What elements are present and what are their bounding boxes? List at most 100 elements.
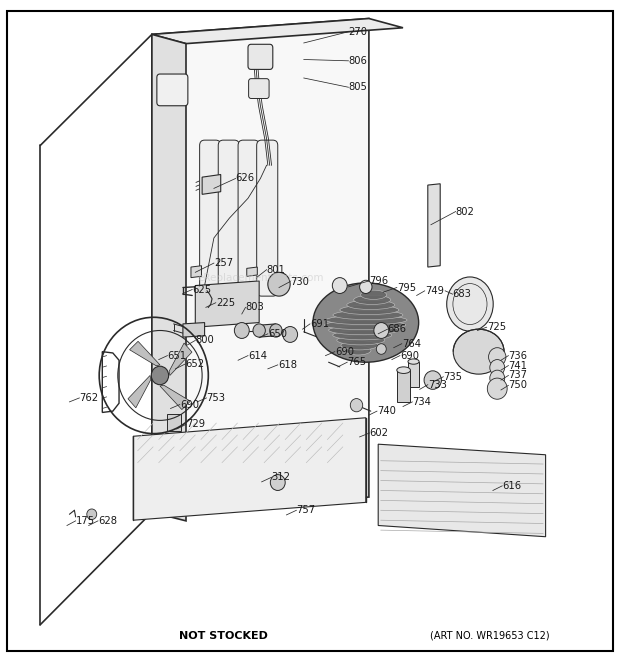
Text: 757: 757 [296,505,316,516]
Text: 225: 225 [216,297,235,308]
Text: 750: 750 [508,380,528,391]
Ellipse shape [397,367,410,373]
Circle shape [253,324,265,337]
Text: 725: 725 [487,322,506,332]
Text: 736: 736 [508,350,528,361]
Polygon shape [247,267,257,276]
Circle shape [489,348,506,366]
FancyBboxPatch shape [248,44,273,69]
Ellipse shape [341,340,378,350]
Ellipse shape [354,295,391,305]
Text: 800: 800 [195,335,214,346]
Text: 741: 741 [508,360,528,371]
Polygon shape [259,324,276,337]
Text: 270: 270 [348,26,368,37]
FancyBboxPatch shape [249,79,269,98]
Ellipse shape [326,315,407,325]
Polygon shape [133,418,366,520]
Polygon shape [152,34,186,521]
Text: 683: 683 [453,289,471,299]
Polygon shape [152,19,403,44]
Ellipse shape [333,311,403,320]
Circle shape [332,278,347,293]
Bar [408,362,419,387]
Text: 735: 735 [443,371,463,382]
Text: 626: 626 [236,173,255,184]
FancyBboxPatch shape [200,140,221,296]
Circle shape [87,509,97,520]
Ellipse shape [333,330,392,340]
Text: 765: 765 [347,357,366,368]
Circle shape [490,360,505,375]
Ellipse shape [329,325,399,334]
Text: 652: 652 [185,359,204,369]
FancyBboxPatch shape [218,140,239,296]
Polygon shape [428,184,440,267]
Text: 753: 753 [206,393,226,403]
Text: 616: 616 [502,481,521,491]
Text: 795: 795 [397,282,416,293]
Polygon shape [378,444,546,537]
Text: 801: 801 [267,264,285,275]
Polygon shape [160,385,190,410]
Bar [167,414,181,431]
FancyBboxPatch shape [257,140,278,296]
Circle shape [424,371,441,389]
Polygon shape [191,266,202,278]
Text: 690: 690 [180,399,199,410]
Circle shape [151,366,169,385]
Circle shape [270,324,282,337]
Text: 625: 625 [192,284,211,295]
Ellipse shape [446,277,494,331]
Text: 729: 729 [186,419,205,430]
Ellipse shape [408,359,419,364]
Circle shape [374,323,389,338]
Ellipse shape [345,346,371,355]
Text: 805: 805 [348,82,367,93]
Text: 312: 312 [272,472,291,483]
Polygon shape [128,375,151,408]
FancyBboxPatch shape [238,140,259,296]
Circle shape [376,344,386,354]
Polygon shape [183,323,205,337]
Text: NOT STOCKED: NOT STOCKED [179,631,268,641]
Text: 686: 686 [388,324,407,334]
Text: 690: 690 [400,350,419,361]
Text: eReplacementParts.com: eReplacementParts.com [197,272,324,283]
Text: 651: 651 [167,350,187,361]
Ellipse shape [347,300,395,309]
Text: 650: 650 [268,329,287,339]
Text: 733: 733 [428,379,446,390]
Text: 749: 749 [425,286,444,296]
Text: 802: 802 [456,206,474,217]
Text: 628: 628 [98,516,117,526]
Circle shape [270,475,285,490]
Polygon shape [202,175,221,194]
FancyBboxPatch shape [157,74,188,106]
Ellipse shape [361,290,387,299]
Text: 618: 618 [278,360,297,370]
Text: 614: 614 [248,350,267,361]
Circle shape [360,280,372,293]
Text: 803: 803 [246,302,264,313]
Text: 257: 257 [214,258,233,268]
Text: 175: 175 [76,516,95,526]
Text: 796: 796 [369,276,388,286]
Polygon shape [152,19,369,512]
Polygon shape [169,343,192,375]
Circle shape [283,327,298,342]
Polygon shape [130,341,160,366]
Text: 730: 730 [290,276,309,287]
Text: 740: 740 [377,406,396,416]
Text: 806: 806 [348,56,367,66]
Circle shape [268,272,290,296]
Circle shape [487,378,507,399]
Text: 734: 734 [412,397,431,407]
Ellipse shape [313,283,419,362]
Ellipse shape [340,305,399,315]
Circle shape [234,323,249,338]
Polygon shape [195,281,259,327]
Circle shape [350,399,363,412]
Text: 690: 690 [335,346,354,357]
Text: 691: 691 [310,319,329,329]
